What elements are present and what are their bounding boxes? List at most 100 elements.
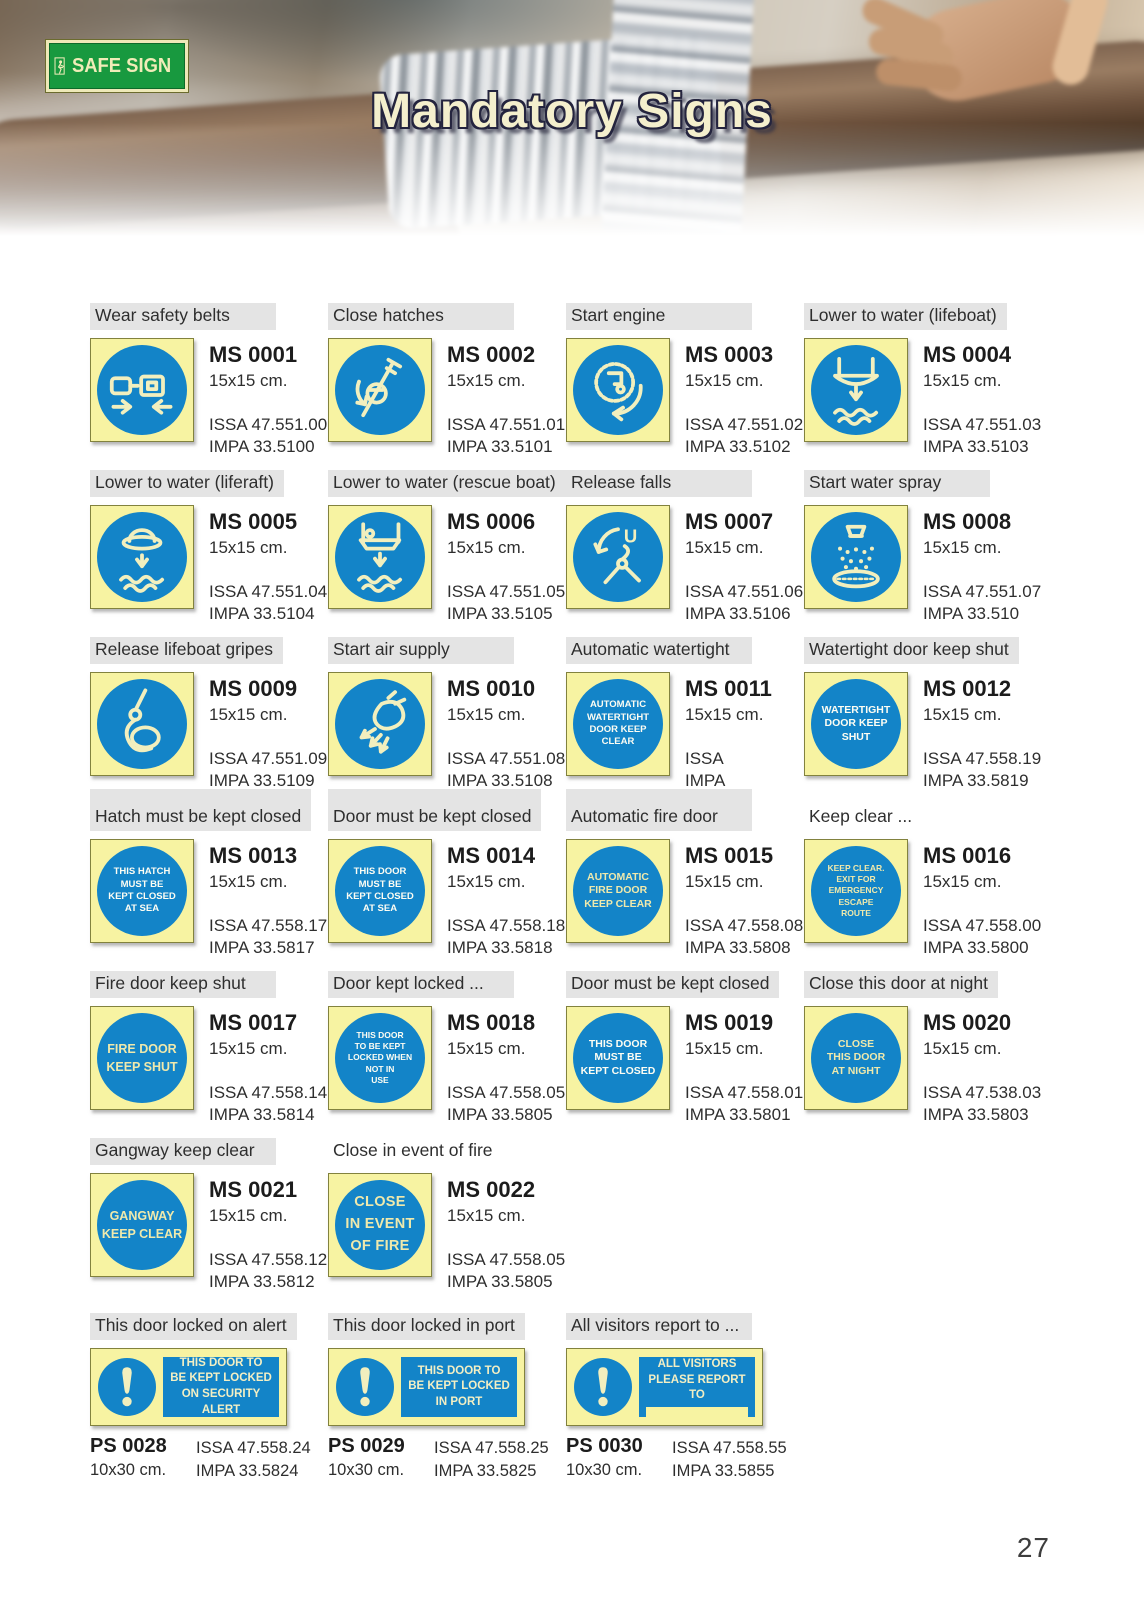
sign-image: [328, 505, 432, 609]
product-issa: ISSA 47.558.25: [434, 1439, 549, 1457]
product-label: Keep clear ...: [809, 806, 913, 826]
product-item: Start air supply MS 0010 15x15 cm. ISSA …: [328, 624, 566, 791]
product-refs: ISSA 47.558.08 IMPA 33.5808: [685, 915, 803, 960]
sign-text-line: KEPT CLOSED: [346, 891, 414, 902]
product-info: MS 0015 15x15 cm. ISSA 47.558.08 IMPA 33…: [685, 839, 803, 960]
product-size: 15x15 cm.: [685, 705, 764, 724]
sign-image: THIS DOOR MUST BE KEPT CLOSED AT SEA: [328, 839, 432, 943]
product-info: MS 0017 15x15 cm. ISSA 47.558.14 IMPA 33…: [209, 1006, 327, 1127]
sign-circle: [97, 512, 187, 602]
product-body: U MS 0007 15x15 cm. ISSA 47.551.06 IMPA …: [566, 505, 804, 626]
product-info: PS 0029 10x30 cm. ISSA 47.558.25 IMPA 33…: [328, 1435, 566, 1483]
product-impa: IMPA 33.5818: [447, 938, 553, 958]
sign-text-panel: THIS DOOR TO BE KEPT LOCKED IN PORT: [401, 1357, 517, 1417]
product-label: Lower to water (lifeboat): [804, 303, 1007, 330]
product-size: 15x15 cm.: [923, 538, 1002, 557]
product-info: PS 0028 10x30 cm. ISSA 47.558.24 IMPA 33…: [90, 1435, 328, 1483]
product-impa: IMPA 33.5855: [672, 1462, 775, 1481]
sign-text-line: NOT IN: [365, 1063, 395, 1074]
sign-text-line: THIS DOOR TO: [179, 1356, 263, 1369]
lower-rescue-boat-icon: [357, 522, 403, 593]
sign-text-line: MUST BE: [120, 878, 164, 890]
sign-text-line: FIRE DOOR: [107, 1041, 177, 1056]
product-size: 15x15 cm.: [209, 538, 288, 557]
product-code: MS 0002: [447, 342, 536, 367]
sign-image: FIRE DOOR KEEP SHUT: [90, 1006, 194, 1110]
product-impa: IMPA 33.5817: [209, 938, 315, 958]
product-code: MS 0016: [923, 843, 1012, 868]
product-label: Automatic watertight: [566, 637, 752, 664]
product-code: MS 0013: [209, 843, 298, 868]
sign-circle: [97, 679, 187, 769]
sign-circle: THIS DOOR TO BE KEPT LOCKED WHEN NOT IN USE: [335, 1013, 425, 1103]
sign-text-line: THIS DOOR: [588, 1037, 648, 1050]
product-refs: ISSA 47.538.03 IMPA 33.5803: [923, 1082, 1041, 1127]
sign-text-line: KEPT CLOSED: [580, 1064, 656, 1077]
product-body: WATERTIGHT DOOR KEEP SHUT MS 0012 15x15 cm…: [804, 672, 1042, 793]
product-issa: ISSA 47.538.03: [923, 1083, 1042, 1102]
product-issa: ISSA 47.558.14: [209, 1083, 328, 1102]
product-label: Release falls: [566, 470, 752, 497]
product-impa: IMPA 33.5100: [209, 437, 315, 457]
sign-image: [90, 672, 194, 776]
product-refs: ISSA 47.551.05 IMPA 33.5105: [447, 581, 565, 626]
product-label: Lower to water (liferaft): [90, 470, 284, 497]
product-info: MS 0020 15x15 cm. ISSA 47.538.03 IMPA 33…: [923, 1006, 1041, 1127]
product-body: FIRE DOOR KEEP SHUT MS 0017 15x15 cm. ISS…: [90, 1006, 328, 1127]
sign-image: [804, 338, 908, 442]
sign-text-line: CLOSE: [837, 1037, 875, 1050]
sign-circle: [573, 345, 663, 435]
product-item: Release falls U MS 0007 15x15 cm. ISSA 4…: [566, 457, 804, 624]
sign-text-line: OF FIRE: [350, 1237, 410, 1254]
product-issa: ISSA 47.558.18: [447, 916, 566, 935]
product-issa: ISSA 47.558.05: [447, 1250, 566, 1269]
sign-text-line: KEEP SHUT: [106, 1060, 178, 1074]
product-label-zone: Start air supply: [328, 624, 566, 664]
exclamation-icon: [122, 1367, 132, 1407]
water-spray-icon: [832, 524, 880, 589]
product-info: MS 0014 15x15 cm. ISSA 47.558.18 IMPA 33…: [447, 839, 565, 960]
sign-text-line: DOOR KEEP: [589, 724, 647, 735]
product-size: 15x15 cm.: [447, 1039, 526, 1058]
product-item: Hatch must be kept closed THIS HATCH MUST…: [90, 789, 328, 958]
product-size: 15x15 cm.: [447, 705, 526, 724]
sign-image: THIS HATCH MUST BE KEPT CLOSED AT SEA: [90, 839, 194, 943]
product-label: Close in event of fire: [333, 1140, 493, 1160]
product-issa: ISSA 47.551.08: [447, 749, 566, 768]
sign-circle: AUTOMATIC WATERTIGHT DOOR KEEP CLEAR: [573, 679, 663, 769]
product-refs: ISSA 47.551.07 IMPA 33.510: [923, 581, 1041, 626]
product-refs: ISSA 47.558.24 IMPA 33.5824: [196, 1435, 311, 1483]
product-issa: ISSA 47.558.05: [447, 1083, 566, 1102]
product-code: MS 0019: [685, 1010, 774, 1035]
product-label: Lower to water (rescue boat): [328, 470, 566, 497]
sign-text-line: AT SEA: [124, 903, 160, 915]
product-body: CLOSE THIS DOOR AT NIGHT MS 0020 15x15 cm.…: [804, 1006, 1042, 1127]
sign-image: [328, 672, 432, 776]
lower-liferaft-icon: [119, 528, 165, 593]
product-item: Start water spray MS 0008 15x15 cm. ISSA…: [804, 457, 1042, 624]
sign-text-line: WATERTIGHT: [586, 711, 650, 723]
svg-text:U: U: [624, 526, 637, 547]
product-body: MS 0001 15x15 cm. ISSA 47.551.00 IMPA 33…: [90, 338, 328, 459]
product-issa: ISSA 47.551.06: [685, 582, 804, 601]
product-info: MS 0003 15x15 cm. ISSA 47.551.02 IMPA 33…: [685, 338, 803, 459]
product-refs: ISSA 47.551.03 IMPA 33.5103: [923, 414, 1041, 459]
product-code: MS 0014: [447, 843, 536, 868]
header-photo: [0, 0, 1144, 236]
product-refs: ISSA 47.558.00 IMPA 33.5800: [923, 915, 1041, 960]
sign-circle: [335, 679, 425, 769]
product-code: MS 0009: [209, 676, 298, 701]
product-code: PS 0029: [328, 1435, 405, 1457]
sign-circle: [811, 345, 901, 435]
product-item: Lower to water (rescue boat) MS 0006 15x…: [328, 457, 566, 624]
exclamation-icon: [360, 1367, 370, 1407]
product-size: 10x30 cm.: [328, 1461, 405, 1479]
sign-circle: [335, 512, 425, 602]
product-body: THIS DOOR MUST BE KEPT CLOSED MS 0019 15x1…: [566, 1006, 804, 1127]
product-code: MS 0015: [685, 843, 774, 868]
sign-image: ALL VISITORS PLEASE REPORT TO: [566, 1348, 763, 1426]
product-body: MS 0010 15x15 cm. ISSA 47.551.08 IMPA 33…: [328, 672, 566, 793]
product-label-zone: Close this door at night: [804, 958, 1042, 998]
product-label-zone: Keep clear ...: [804, 791, 1042, 831]
product-size: 15x15 cm.: [209, 872, 288, 891]
